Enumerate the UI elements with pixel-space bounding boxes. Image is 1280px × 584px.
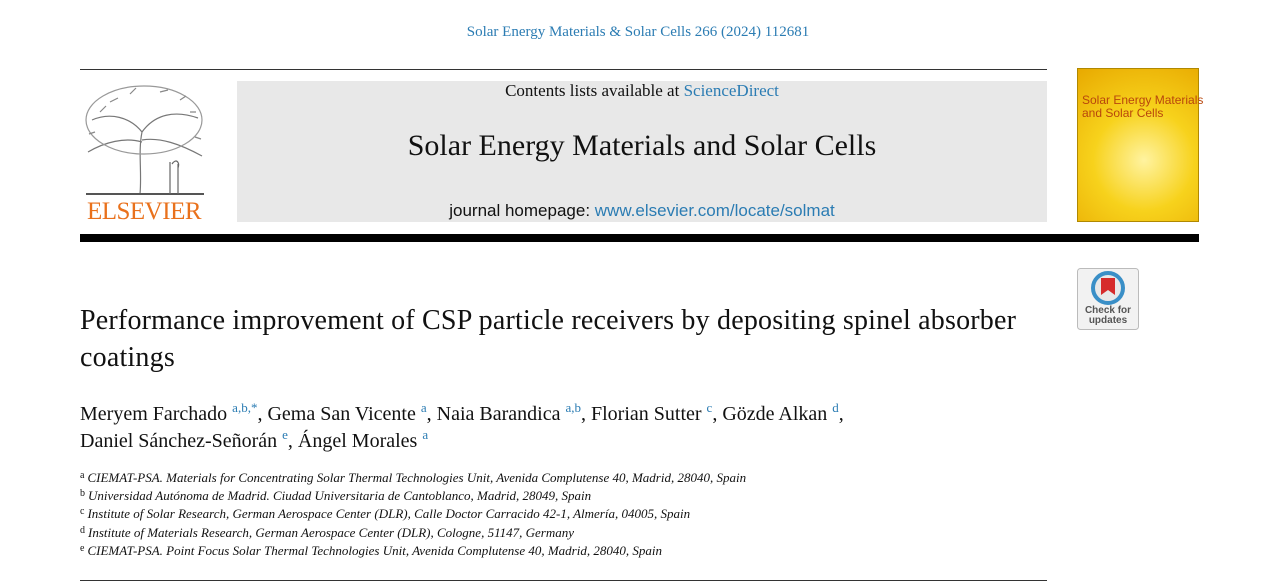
- affiliation: c Institute of Solar Research, German Aer…: [80, 506, 690, 522]
- publisher-logo-text[interactable]: ELSEVIER: [86, 198, 202, 225]
- author-line: Daniel Sánchez-Señorán e, Ángel Morales …: [80, 427, 428, 453]
- journal-banner: [237, 81, 1047, 222]
- author-name[interactable]: Meryem Farchado: [80, 403, 228, 425]
- affiliation: d Institute of Materials Research, German…: [80, 525, 574, 541]
- contents-line: Contents lists available at ScienceDirec…: [237, 81, 1047, 101]
- top-rule: [80, 69, 1047, 70]
- author-name[interactable]: Florian Sutter: [590, 403, 702, 425]
- affiliation-label: b: [80, 488, 85, 500]
- author-separator: ,: [580, 403, 586, 425]
- sciencedirect-link[interactable]: ScienceDirect: [683, 81, 779, 100]
- elsevier-tree-logo: [85, 85, 204, 195]
- author-affiliation-mark[interactable]: c: [706, 400, 713, 415]
- author-separator: ,: [257, 403, 263, 425]
- author-line: Meryem Farchado a,b,*, Gema San Vicente …: [80, 400, 844, 426]
- author-separator: ,: [838, 403, 844, 425]
- affiliation-label: e: [80, 542, 85, 554]
- affiliation-label: a: [80, 470, 85, 481]
- author-separator: ,: [426, 403, 432, 425]
- homepage-prefix: journal homepage:: [449, 201, 591, 220]
- affiliation-text: Institute of Materials Research, German …: [88, 524, 574, 540]
- author-affiliation-mark[interactable]: a: [420, 400, 427, 415]
- author-separator: ,: [287, 430, 293, 452]
- check-updates-text: Check for: [1084, 305, 1132, 316]
- affiliation-label: c: [80, 506, 85, 518]
- affiliation: b Universidad Autónoma de Madrid. Ciudad …: [80, 488, 591, 504]
- author-name[interactable]: Ángel Morales: [297, 430, 418, 452]
- author-affiliation-mark[interactable]: a,b,*: [232, 400, 258, 415]
- affiliation: e CIEMAT-PSA. Point Focus Solar Thermal T…: [80, 543, 662, 559]
- affiliation-label: d: [80, 524, 85, 536]
- author-name[interactable]: Daniel Sánchez-Señorán: [80, 430, 278, 452]
- author-affiliation-mark[interactable]: e: [282, 427, 288, 442]
- author-affiliation-mark[interactable]: a,b: [565, 400, 581, 415]
- affiliation: a CIEMAT-PSA. Materials for Concentrating…: [80, 470, 746, 486]
- citation[interactable]: Solar Energy Materials & Solar Cells 266…: [466, 24, 810, 40]
- affiliation-text: CIEMAT-PSA. Materials for Concentrating …: [87, 470, 747, 485]
- author-affiliation-mark[interactable]: d: [832, 400, 839, 415]
- affiliation-text: Institute of Solar Research, German Aero…: [87, 506, 691, 522]
- author-name[interactable]: Naia Barandica: [436, 403, 561, 425]
- cover-title: and Solar Cells: [1082, 106, 1164, 120]
- contents-prefix: Contents lists available at: [505, 81, 680, 100]
- homepage-line: journal homepage: www.elsevier.com/locat…: [237, 201, 1047, 221]
- author-name[interactable]: Gözde Alkan: [722, 403, 828, 425]
- check-updates-badge[interactable]: [1077, 268, 1139, 330]
- affiliation-text: Universidad Autónoma de Madrid. Ciudad U…: [88, 488, 592, 504]
- homepage-link[interactable]: www.elsevier.com/locate/solmat: [594, 201, 835, 220]
- header-bar: [80, 234, 1199, 242]
- check-updates-text: updates: [1088, 315, 1128, 326]
- cover-title: Solar Energy Materials: [1082, 93, 1204, 107]
- journal-title[interactable]: Solar Energy Materials and Solar Cells: [407, 129, 877, 162]
- article-title: Performance improvement of CSP particle …: [80, 305, 1017, 373]
- bottom-rule: [80, 580, 1047, 581]
- author-name[interactable]: Gema San Vicente: [267, 403, 416, 425]
- affiliation-text: CIEMAT-PSA. Point Focus Solar Thermal Te…: [87, 542, 662, 558]
- author-separator: ,: [712, 403, 718, 425]
- author-affiliation-mark[interactable]: a: [422, 427, 429, 442]
- journal-cover[interactable]: [1077, 68, 1199, 222]
